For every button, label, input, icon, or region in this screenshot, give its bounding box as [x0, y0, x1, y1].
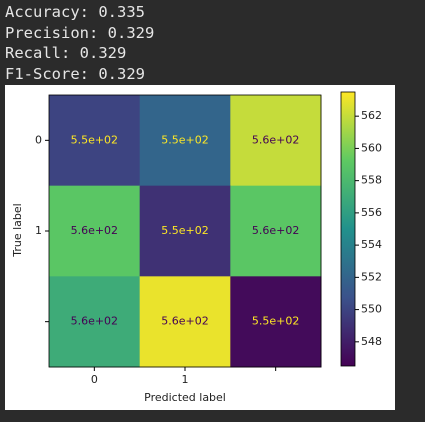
x-tick-label: 1: [182, 373, 189, 386]
colorbar-tick-label: 556: [361, 206, 382, 219]
cell-label: 5.6e+02: [252, 224, 299, 237]
cell-label: 5.5e+02: [161, 133, 208, 146]
metric-line: F1-Score: 0.329: [5, 64, 145, 83]
y-tick-label: 0: [35, 133, 42, 146]
chart: Predicted label True label 5.5e+02 5.5e+0…: [5, 85, 395, 410]
colorbar-tick-label: 554: [361, 238, 382, 251]
x-tick-label: 0: [91, 373, 98, 386]
metric-line: Recall: 0.329: [5, 44, 127, 62]
colorbar-tick-label: 562: [361, 109, 382, 122]
cell-label: 5.6e+02: [161, 315, 208, 328]
cell-label: 5.5e+02: [252, 315, 299, 328]
heatmap-cell: [49, 95, 141, 187]
heatmap-cell: [230, 95, 322, 187]
colorbar-tick-label: 550: [361, 303, 382, 316]
cell-label: 5.6e+02: [71, 315, 118, 328]
heatmap-cell: [139, 276, 231, 368]
metric-line: Precision: 0.329: [5, 23, 155, 42]
x-axis-label: Predicted label: [144, 391, 226, 404]
colorbar-tick-label: 548: [361, 335, 382, 348]
heatmap-cell: [139, 185, 231, 277]
heatmap-cell: [49, 276, 141, 368]
colorbar-tick-label: 552: [361, 270, 382, 283]
heatmap-cell: [230, 185, 322, 277]
cell-label: 5.5e+02: [71, 133, 118, 146]
colorbar-tick-label: 560: [361, 141, 382, 154]
heatmap-cell: [230, 276, 322, 368]
colorbar: [340, 91, 356, 367]
y-tick-label: 1: [35, 224, 42, 237]
cell-label: 5.5e+02: [161, 224, 208, 237]
cell-label: 5.6e+02: [252, 133, 299, 146]
output-text: Accuracy: 0.335 Precision: 0.329 Recall:…: [5, 2, 154, 84]
heatmap-cell: [49, 185, 141, 277]
y-axis-label: True label: [11, 203, 24, 257]
colorbar-tick-label: 558: [361, 174, 382, 187]
cell-label: 5.6e+02: [71, 224, 118, 237]
metric-line: Accuracy: 0.335: [5, 3, 145, 21]
heatmap-cell: [139, 95, 231, 187]
